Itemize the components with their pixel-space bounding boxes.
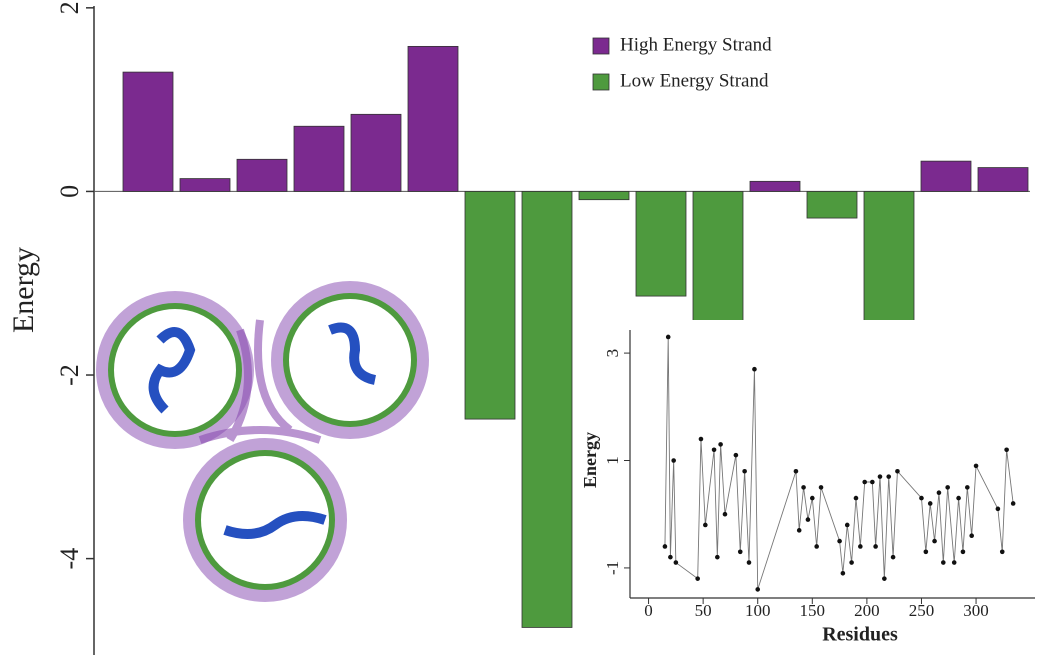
inset-point — [722, 511, 728, 517]
legend-label: High Energy Strand — [620, 34, 772, 55]
inset-point — [671, 458, 676, 463]
y-tick-label: -4 — [55, 548, 84, 570]
protein-structure — [96, 281, 429, 602]
inset-point — [818, 485, 824, 490]
inset-point — [695, 576, 700, 581]
inset-point — [853, 495, 859, 501]
inset-point — [837, 538, 842, 544]
inset-y-tick-label: -1 — [603, 561, 622, 575]
bar — [635, 191, 687, 297]
inset-point — [746, 560, 752, 565]
inset-point — [814, 544, 819, 549]
bar — [122, 71, 174, 192]
inset-point — [973, 463, 979, 469]
inset-point — [1010, 501, 1016, 506]
legend-label: Low Energy Strand — [620, 70, 769, 91]
inset-point — [752, 366, 757, 372]
inset-point — [840, 570, 846, 576]
inset-y-tick-label: 3 — [603, 349, 622, 358]
inset-point — [742, 468, 747, 474]
inset-point — [668, 554, 673, 560]
inset-point — [858, 544, 863, 549]
y-tick-label: 0 — [55, 185, 84, 198]
inset-point — [796, 528, 802, 533]
bar — [464, 191, 516, 420]
inset-point — [882, 576, 887, 581]
inset-point — [673, 560, 679, 565]
inset-point — [969, 533, 974, 538]
bar — [179, 178, 231, 192]
bar — [236, 158, 288, 192]
inset-x-tick-label: 150 — [800, 601, 826, 620]
inset-x-tick-label: 200 — [854, 601, 880, 620]
inset-point — [877, 474, 883, 479]
inset-point — [960, 549, 966, 555]
inset-point — [698, 436, 704, 442]
inset-point — [956, 495, 961, 501]
bar — [407, 45, 459, 192]
bar — [293, 125, 345, 192]
bar — [749, 180, 801, 192]
inset-x-axis-label: Residues — [822, 624, 898, 646]
inset-point — [711, 447, 717, 453]
inset-point — [810, 495, 815, 501]
legend-swatch — [592, 37, 610, 55]
bar — [920, 160, 972, 192]
inset-point — [999, 549, 1005, 555]
inset-point — [945, 485, 950, 490]
bar — [977, 167, 1029, 192]
inset-x-tick-label: 250 — [909, 601, 935, 620]
inset-x-tick-label: 0 — [644, 601, 653, 620]
inset-point — [715, 554, 720, 560]
inset-y-axis-label: Energy — [580, 432, 600, 488]
inset-point — [662, 544, 668, 549]
inset-point — [890, 554, 896, 560]
inset-x-tick-label: 50 — [695, 601, 712, 620]
inset-line — [664, 336, 1014, 590]
inset-point — [941, 560, 946, 565]
inset-point — [793, 468, 799, 474]
inset-point — [932, 538, 937, 544]
bar — [521, 191, 573, 628]
inset-point — [849, 560, 854, 565]
legend-swatch — [592, 73, 610, 91]
inset-point — [870, 479, 875, 485]
inset-point — [862, 479, 868, 485]
inset-point — [844, 522, 850, 528]
inset-point — [718, 442, 723, 447]
inset-y-tick-label: 1 — [603, 456, 622, 465]
inset-point — [936, 490, 942, 496]
inset-point — [801, 485, 806, 490]
bar — [806, 191, 858, 219]
inset-point — [1004, 447, 1009, 453]
inset-point — [873, 544, 878, 549]
inset-point — [995, 506, 1001, 512]
bar — [578, 191, 630, 201]
inset-point — [923, 549, 929, 555]
inset-point — [895, 468, 900, 474]
inset-point — [755, 587, 761, 592]
inset-x-tick-label: 300 — [963, 601, 989, 620]
inset-point — [919, 495, 924, 501]
y-tick-label: 2 — [55, 1, 84, 14]
inset-background — [590, 320, 1040, 643]
inset-point — [703, 522, 708, 528]
y-axis-label: Energy — [7, 247, 40, 333]
inset-x-tick-label: 100 — [745, 601, 771, 620]
inset-point — [805, 517, 811, 522]
y-tick-label: -2 — [55, 364, 84, 386]
inset-point — [965, 485, 970, 490]
bar — [350, 113, 402, 192]
inset-point — [886, 474, 892, 479]
inset-point — [665, 334, 671, 340]
inset-point — [733, 452, 739, 458]
inset-point — [927, 501, 933, 506]
inset-point — [737, 549, 743, 555]
inset-point — [951, 560, 957, 565]
